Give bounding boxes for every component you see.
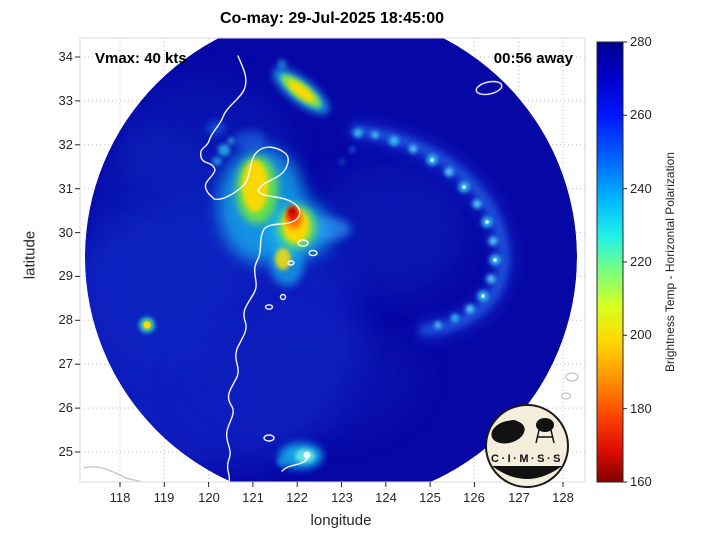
y-tick-label: 26: [58, 400, 73, 415]
north-streak: [273, 68, 329, 114]
south-edge-cell: [277, 443, 323, 469]
colorbar-tick-label: 240: [630, 181, 652, 196]
colorbar-tick-label: 220: [630, 254, 652, 269]
y-tick-label: 27: [58, 356, 73, 371]
cimss-logo-text: C·I·M·S·S: [491, 453, 563, 465]
coastline: [199, 55, 503, 482]
y-axis-label: latitude: [21, 230, 39, 280]
x-tick-label: 119: [153, 490, 175, 505]
colorbar-tick-label: 180: [630, 401, 652, 416]
x-tick-label: 126: [463, 490, 485, 505]
colorbar-gradient: [596, 41, 624, 483]
y-tick-label: 28: [58, 312, 73, 327]
colorbar: [596, 41, 627, 483]
plot-border: [79, 37, 586, 483]
cimss-logo: C·I·M·S·S: [485, 404, 569, 488]
plot-title: Co-may: 29-Jul-2025 18:45:00: [219, 10, 445, 27]
x-tick-label: 122: [286, 490, 308, 505]
colorbar-tick-label: 260: [630, 107, 652, 122]
colorbar-tick-label: 280: [630, 34, 652, 49]
colorbar-tick-label: 200: [630, 327, 652, 342]
x-tick-label: 123: [331, 490, 353, 505]
eta-annotation: 00:56 away: [493, 50, 573, 67]
y-tick-label: 25: [58, 444, 73, 459]
y-tick-label: 31: [58, 181, 73, 196]
x-tick-label: 118: [109, 490, 131, 505]
x-tick-label: 128: [552, 490, 574, 505]
isolated-west-cell: [139, 317, 155, 333]
axis-tick-marks: [75, 56, 564, 487]
y-tick-label: 32: [58, 137, 73, 152]
x-tick-label: 121: [242, 490, 264, 505]
y-tick-label: 34: [58, 49, 73, 64]
colorbar-label: Brightness Temp - Horizontal Polarizatio…: [663, 152, 677, 372]
colorbar-tick-label: 160: [630, 474, 652, 489]
x-tick-label: 127: [508, 490, 530, 505]
x-tick-label: 120: [198, 490, 220, 505]
coastline-outside-swath: [83, 372, 579, 482]
y-tick-label: 33: [58, 93, 73, 108]
y-tick-label: 29: [58, 268, 73, 283]
y-tick-label: 30: [58, 225, 73, 240]
x-tick-label: 125: [419, 490, 441, 505]
x-axis-label: longitude: [310, 512, 372, 529]
water-tower-icon: [536, 418, 554, 432]
vmax-annotation: Vmax: 40 kts: [95, 50, 187, 67]
logo-ground-band: [492, 466, 562, 479]
x-tick-label: 124: [375, 490, 397, 505]
spiral-rainband: [339, 121, 514, 340]
